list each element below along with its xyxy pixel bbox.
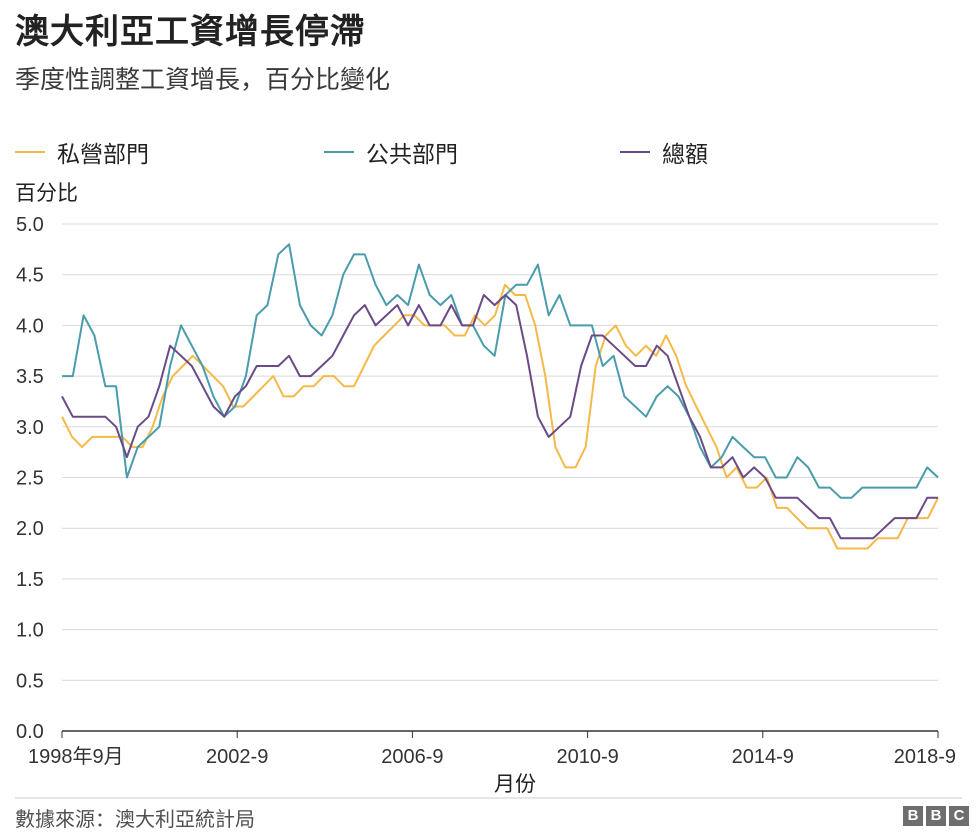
x-tick-label: 2002-9 xyxy=(206,746,268,768)
x-tick-label: 2018-9 xyxy=(894,746,956,768)
legend-item-total: 總額 xyxy=(620,137,708,168)
line-chart: 0.0 0.5 1.0 1.5 2.0 2.5 3.0 3.5 4.0 4.5 5.0 1998年9月… xyxy=(15,214,962,799)
legend-swatch-total xyxy=(620,151,650,153)
chart-subtitle: 季度性調整工資增長，百分比變化 xyxy=(15,65,391,94)
bbc-logo: B B C xyxy=(903,806,969,826)
x-tick-label: 1998年9月 xyxy=(28,745,124,768)
y-tick-label: 1.5 xyxy=(16,569,44,591)
x-axis-title: 月份 xyxy=(494,772,536,796)
x-tick-label: 2006-9 xyxy=(381,746,443,768)
y-tick-label: 4.5 xyxy=(16,265,44,287)
bbc-logo-letter-2: B xyxy=(926,806,946,826)
bbc-logo-letter-1: B xyxy=(903,806,923,826)
x-tick-label: 2010-9 xyxy=(556,746,618,768)
y-axis-label: 百分比 xyxy=(15,181,78,205)
legend-swatch-private xyxy=(15,151,45,153)
y-tick-label: 5.0 xyxy=(16,214,44,236)
legend-label-total: 總額 xyxy=(662,142,708,168)
y-tick-label: 2.0 xyxy=(16,518,44,540)
y-tick-label: 3.5 xyxy=(16,366,44,388)
legend-label-public: 公共部門 xyxy=(366,142,458,168)
source-note: 數據來源：澳大利亞統計局 xyxy=(15,807,255,831)
legend-swatch-public xyxy=(324,151,354,153)
legend-label-private: 私營部門 xyxy=(57,142,149,168)
bbc-logo-letter-3: C xyxy=(949,806,969,826)
chart-title: 澳大利亞工資增長停滯 xyxy=(15,12,365,52)
series-line-total xyxy=(61,294,938,540)
y-tick-label: 4.0 xyxy=(16,315,44,337)
legend-item-public: 公共部門 xyxy=(324,137,458,168)
series-line-public xyxy=(62,243,939,499)
y-tick-label: 2.5 xyxy=(16,468,44,490)
y-tick-label: 0.5 xyxy=(16,670,44,692)
legend-item-private: 私營部門 xyxy=(15,137,149,168)
y-tick-label: 3.0 xyxy=(16,417,44,439)
y-tick-label: 0.0 xyxy=(16,721,44,743)
y-tick-label: 1.0 xyxy=(16,620,44,642)
x-tick-label: 2014-9 xyxy=(732,746,794,768)
